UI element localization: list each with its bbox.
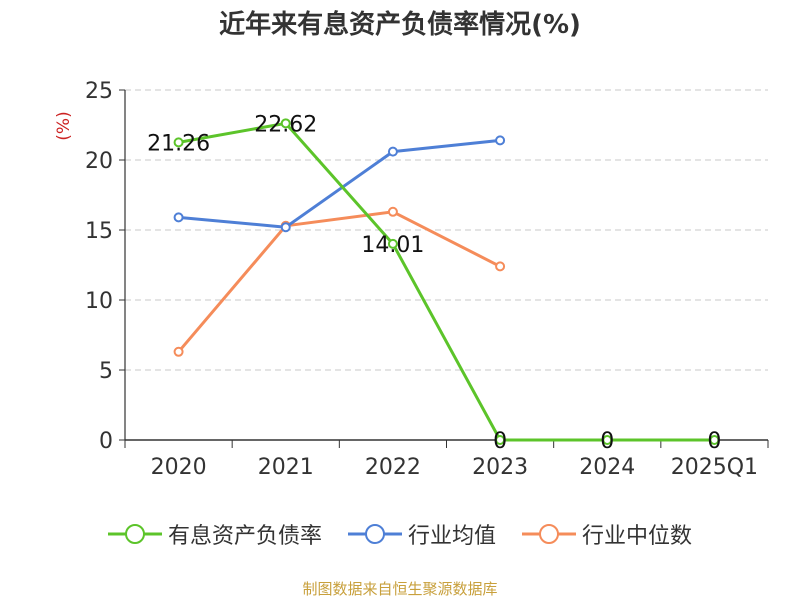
legend-circle xyxy=(364,524,385,544)
data-point xyxy=(495,135,506,146)
y-axis-label: (%) xyxy=(54,111,74,140)
data-point xyxy=(709,435,720,445)
data-label: 0 xyxy=(600,429,614,454)
data-point xyxy=(387,146,398,157)
y-tick-label: 25 xyxy=(85,79,113,104)
series-lines xyxy=(173,118,720,445)
series-line xyxy=(177,210,501,353)
data-label: 14.01 xyxy=(361,233,424,258)
legend-label: 行业均值 xyxy=(407,524,496,549)
data-point xyxy=(387,206,398,217)
series-line xyxy=(178,138,501,229)
data-label: 0 xyxy=(493,429,507,454)
x-tick-label: 2024 xyxy=(579,455,635,480)
data-point xyxy=(602,435,613,445)
chart-title: 近年来有息资产负债率情况(%) xyxy=(219,10,581,40)
data-point xyxy=(173,137,184,148)
data-point xyxy=(173,346,184,357)
series-line xyxy=(178,121,715,442)
axes: 0 5 10 15 20 25 (%) 2020 2021 2022 2023 2024 2025Q1 xyxy=(54,79,769,480)
x-tick-label: 2025Q1 xyxy=(671,455,758,480)
legend-marker-icon xyxy=(107,524,162,544)
data-point xyxy=(495,435,506,445)
legend-marker-icon xyxy=(347,524,402,544)
legend-circle xyxy=(124,524,145,544)
y-tick-label: 15 xyxy=(85,219,113,244)
y-tick-label: 0 xyxy=(99,429,113,454)
data-label: 22.62 xyxy=(254,112,317,137)
legend-circle xyxy=(539,524,559,544)
y-tick-label: 10 xyxy=(85,289,113,314)
legend-label: 行业中位数 xyxy=(582,524,693,549)
data-labels: 21.26 22.62 14.01 0 0 0 xyxy=(147,112,721,454)
data-point xyxy=(280,118,291,129)
x-tick-label: 2023 xyxy=(472,455,528,480)
source-note: 制图数据来自恒生聚源数据库 xyxy=(302,580,498,598)
x-tick-label: 2020 xyxy=(151,455,207,480)
y-tick-label: 20 xyxy=(85,149,113,174)
data-label: 0 xyxy=(707,429,721,454)
legend-item[interactable]: 行业中位数 xyxy=(522,518,692,550)
grid-lines xyxy=(125,89,768,371)
legend-label: 有息资产负债率 xyxy=(167,524,322,549)
data-point xyxy=(280,222,291,233)
legend-marker-icon xyxy=(522,524,576,544)
x-tick-label: 2022 xyxy=(365,455,421,480)
legend-item[interactable]: 行业均值 xyxy=(347,518,496,550)
data-label: 21.26 xyxy=(147,131,210,156)
legend: 有息资产负债率 行业均值 行业中位数 xyxy=(0,518,800,550)
data-point xyxy=(387,238,398,249)
legend-item[interactable]: 有息资产负债率 xyxy=(107,518,322,550)
y-tick-label: 5 xyxy=(99,359,113,384)
x-tick-label: 2021 xyxy=(258,455,314,480)
data-point xyxy=(495,261,506,272)
data-point xyxy=(173,212,184,223)
